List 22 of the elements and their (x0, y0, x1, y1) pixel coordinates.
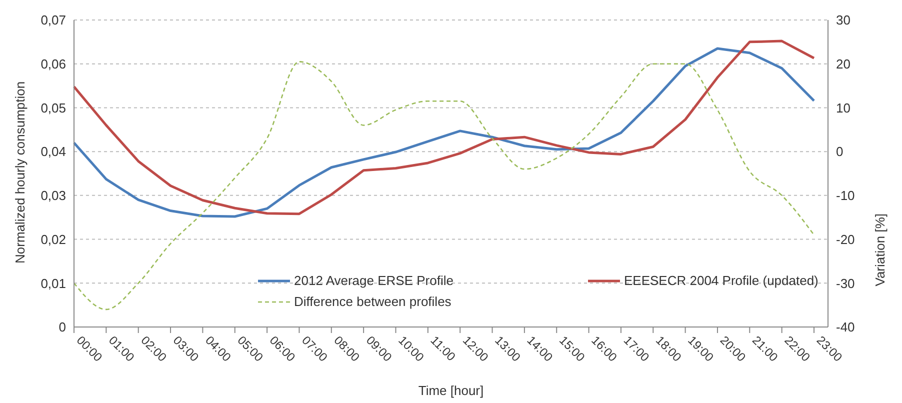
legend-label: 2012 Average ERSE Profile (294, 273, 454, 288)
y2-tick-label: -30 (836, 276, 855, 291)
y-tick-label: 0,05 (40, 100, 66, 116)
y-tick-label: 0,01 (40, 276, 66, 291)
y2-tick-label: 0 (836, 144, 844, 160)
y2-tick-label: -40 (836, 320, 855, 335)
y-tick-label: 0 (58, 320, 66, 335)
y-tick-label: 0,07 (40, 12, 66, 28)
legend-label: EEESECR 2004 Profile (updated) (624, 273, 818, 288)
y-tick-label: 0,06 (40, 56, 66, 72)
legend-label: Difference between profiles (294, 294, 452, 309)
y2-tick-label: -10 (836, 188, 855, 204)
y-tick-label: 0,02 (40, 232, 66, 247)
x-axis-title: Time [hour] (418, 383, 484, 398)
y2-axis-title: Variation [%] (872, 214, 888, 286)
y-tick-label: 0,03 (40, 188, 66, 204)
y2-tick-label: -20 (836, 232, 855, 247)
y2-tick-label: 20 (836, 56, 850, 72)
y-axis-title: Normalized hourly consumption (12, 81, 28, 264)
y2-tick-label: 30 (836, 12, 850, 28)
y-tick-label: 0,04 (40, 144, 66, 160)
y2-tick-label: 10 (836, 100, 850, 116)
